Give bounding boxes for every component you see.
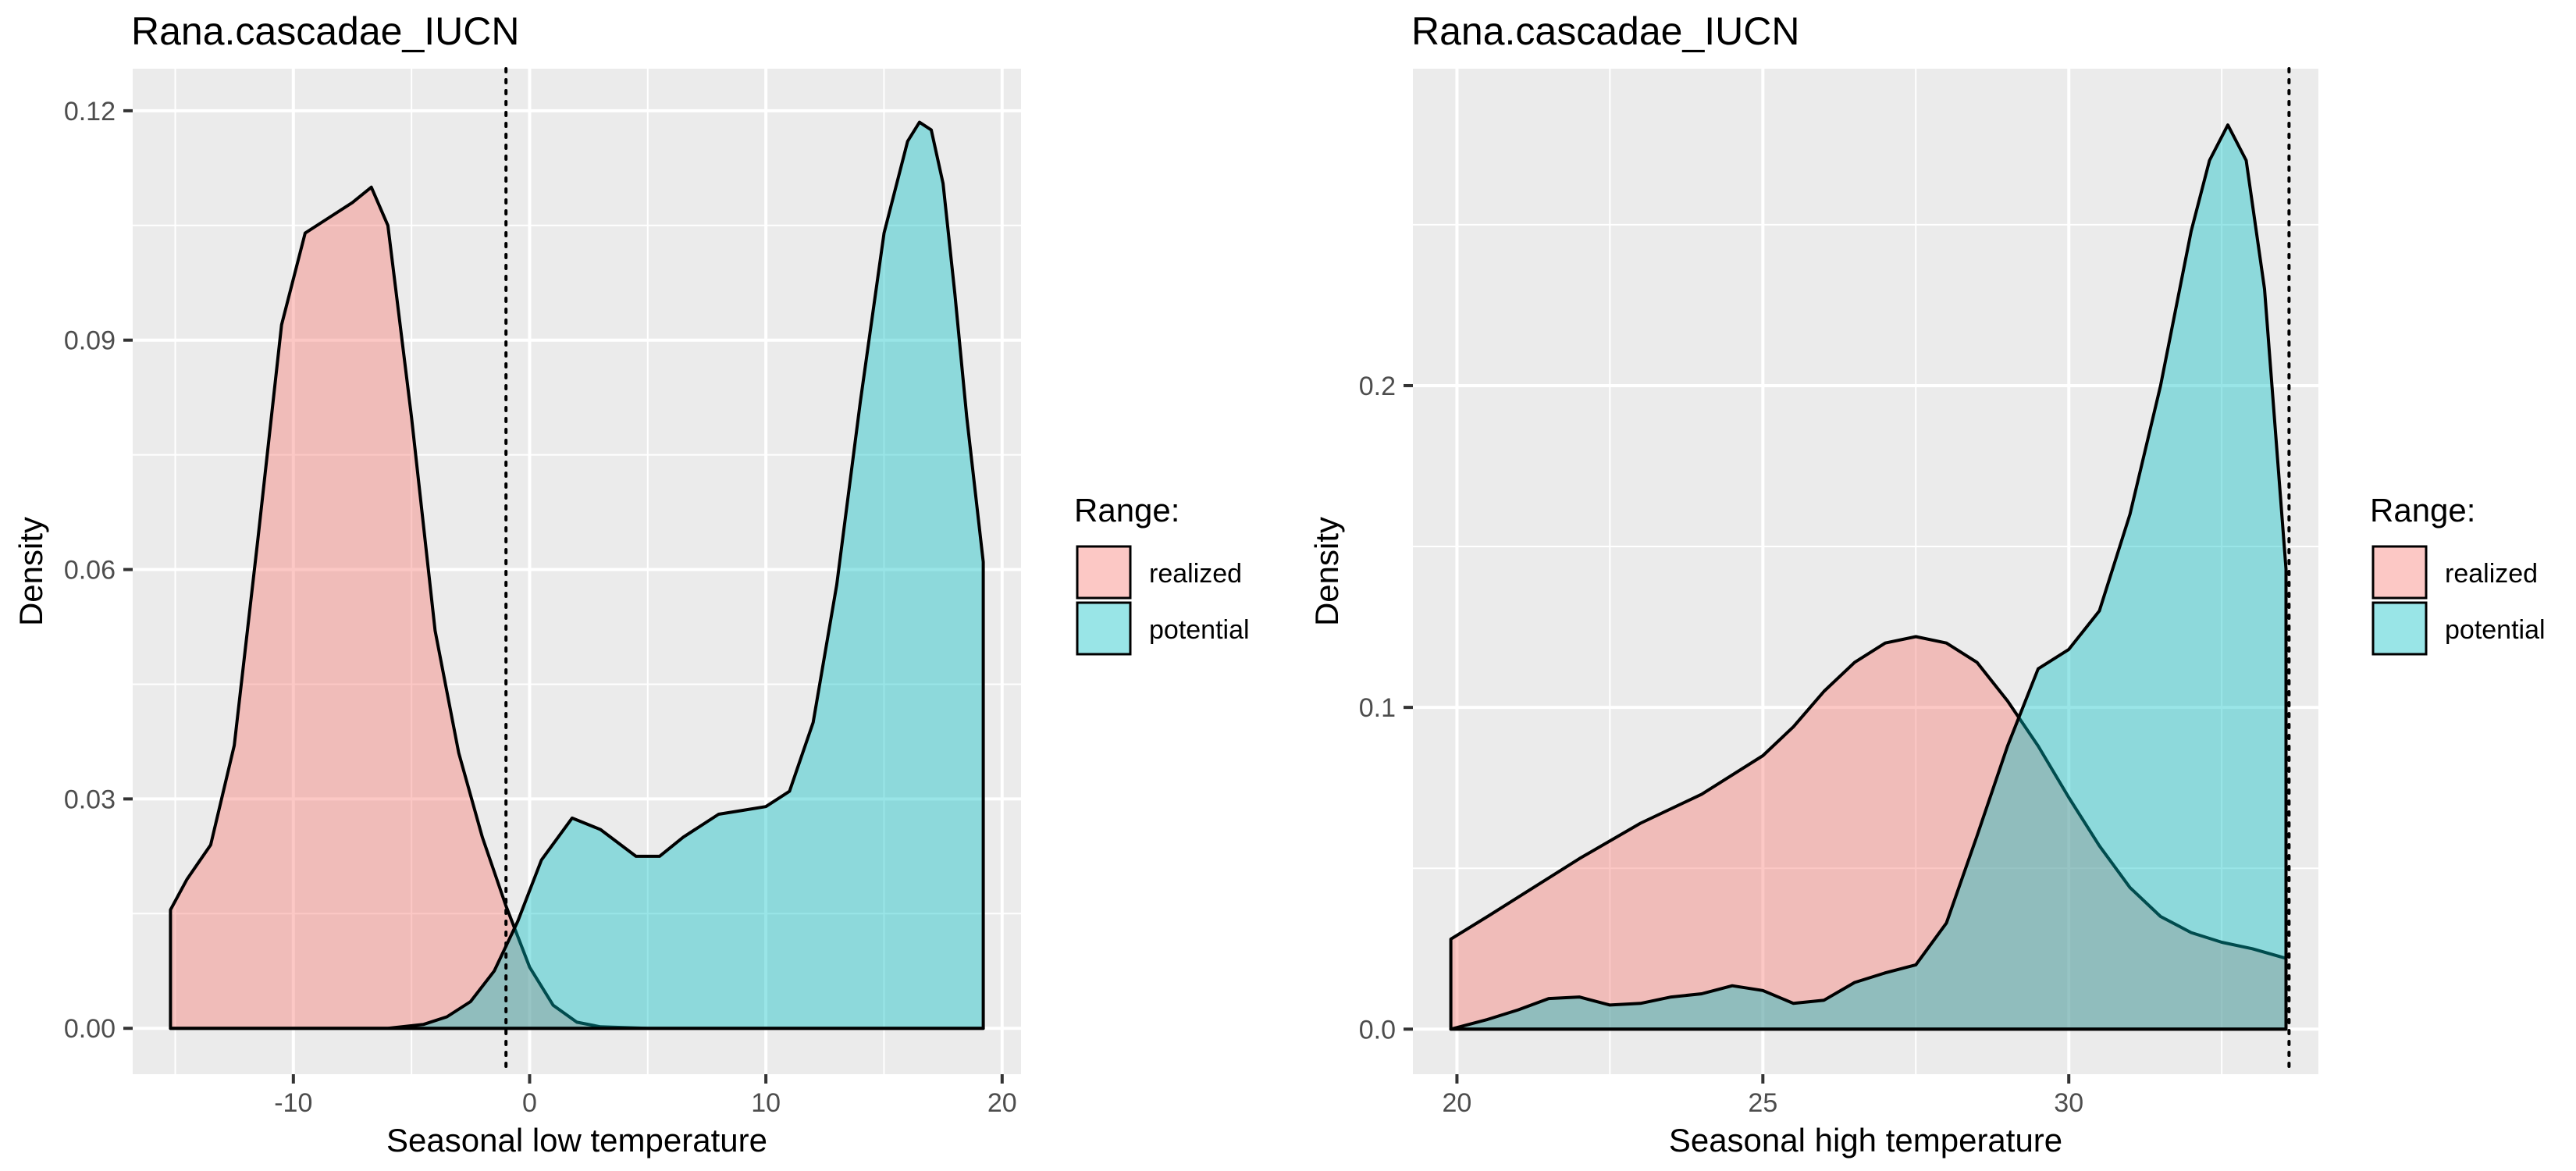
y-tick-label: 0.03 bbox=[64, 785, 116, 814]
x-tick-label: -10 bbox=[274, 1088, 312, 1118]
grid bbox=[133, 69, 1021, 1074]
x-tick-label: 10 bbox=[751, 1088, 781, 1118]
plot-background bbox=[133, 69, 1021, 1074]
legend-key-potential bbox=[2371, 601, 2428, 656]
y-tick-label: 0.09 bbox=[64, 326, 116, 356]
legend: Range: realized potential bbox=[1074, 492, 1250, 656]
y-axis: 0.00 0.03 0.06 0.09 0.12 bbox=[64, 97, 133, 1044]
legend-title: Range: bbox=[2370, 492, 2475, 529]
x-tick-label: 30 bbox=[2054, 1088, 2083, 1118]
series-areas bbox=[1449, 123, 2288, 1031]
legend-label-potential: potential bbox=[2445, 615, 2546, 645]
series-areas bbox=[169, 120, 985, 1030]
legend-label-realized: realized bbox=[2445, 559, 2538, 589]
density-area-realized bbox=[169, 185, 985, 1030]
legend-key-realized bbox=[1076, 545, 1132, 600]
panel-low-temperature: Rana.cascadae_IUCN 0.000.030.060.090.12 … bbox=[12, 9, 1250, 1159]
y-tick-label: 0.00 bbox=[64, 1014, 116, 1044]
legend-label-realized: realized bbox=[1149, 559, 1242, 589]
x-axis: -10 0 10 20 bbox=[274, 1074, 1017, 1118]
y-axis-label: Density bbox=[1308, 517, 1345, 626]
y-axis: 0.0 0.1 0.2 bbox=[1359, 372, 1413, 1045]
legend-key-realized bbox=[2371, 545, 2428, 600]
legend: Range: realized potential bbox=[2370, 492, 2546, 656]
x-tick-label: 20 bbox=[987, 1088, 1017, 1118]
y-tick-label: 0.06 bbox=[64, 556, 116, 586]
legend-key-potential bbox=[1076, 601, 1132, 656]
density-area-potential bbox=[169, 120, 985, 1030]
chart-title: Rana.cascadae_IUCN bbox=[1411, 9, 1800, 53]
legend-label-potential: potential bbox=[1149, 615, 1250, 645]
panel-high-temperature: Rana.cascadae_IUCN 0.0 0.1 0.2 20 25 30 Seas… bbox=[1308, 9, 2546, 1159]
plot-background bbox=[1413, 69, 2318, 1074]
y-axis-label: Density bbox=[12, 517, 49, 626]
x-axis: 20 25 30 bbox=[1443, 1074, 2083, 1118]
x-tick-label: 20 bbox=[1443, 1088, 1472, 1118]
chart-title: Rana.cascadae_IUCN bbox=[131, 9, 520, 53]
x-tick-label: 25 bbox=[1748, 1088, 1777, 1118]
density-area-potential bbox=[1449, 123, 2288, 1031]
y-tick-label: 0.2 bbox=[1359, 372, 1396, 401]
y-tick-label: 0.1 bbox=[1359, 693, 1396, 723]
x-axis-label: Seasonal high temperature bbox=[1669, 1122, 2062, 1159]
x-axis-label: Seasonal low temperature bbox=[386, 1122, 767, 1159]
y-tick-label: 0.0 bbox=[1359, 1015, 1396, 1045]
x-tick-label: 0 bbox=[522, 1088, 537, 1118]
legend-title: Range: bbox=[1074, 492, 1179, 529]
density-area-realized bbox=[1449, 635, 2288, 1031]
y-tick-label: 0.12 bbox=[64, 97, 116, 126]
